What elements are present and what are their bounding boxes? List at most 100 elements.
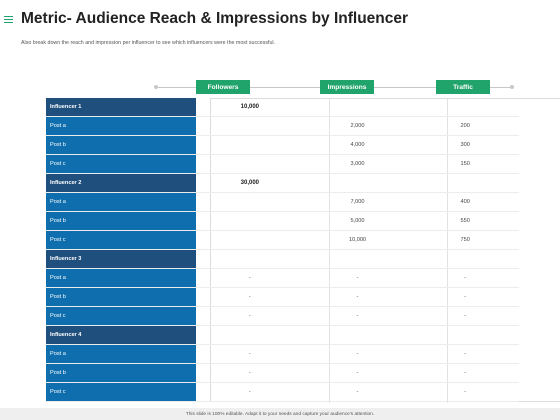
- impressions-cell: 3,000: [350, 161, 365, 167]
- followers-cell: [196, 155, 304, 173]
- impressions-cell: -: [356, 313, 359, 319]
- row-label-band: [154, 98, 196, 116]
- row-label: Influencer 3: [46, 250, 155, 268]
- influencer-group-row: Influencer 2 30,000: [46, 174, 519, 193]
- row-label-band: [154, 193, 196, 211]
- row-label-band: [154, 174, 196, 192]
- impressions-cell: 4,000: [350, 142, 365, 148]
- traffic-cell: 400: [460, 199, 470, 205]
- table-row: Post b - - -: [46, 288, 519, 307]
- followers-cell: [196, 193, 304, 211]
- row-label: Influencer 2: [46, 174, 155, 192]
- column-header-impressions: Impressions: [320, 80, 374, 94]
- row-label: Post c: [46, 231, 155, 249]
- traffic-cell: [411, 326, 519, 344]
- row-label-band: [154, 250, 196, 268]
- table-row: Post c 3,000 150: [46, 155, 519, 174]
- row-label: Post c: [46, 307, 155, 325]
- traffic-cell: 550: [460, 218, 470, 224]
- row-label-band: [154, 326, 196, 344]
- traffic-cell: -: [464, 351, 467, 357]
- row-label: Post a: [46, 193, 155, 211]
- table-row: Post c 10,000 750: [46, 231, 519, 250]
- traffic-cell: [411, 174, 519, 192]
- footer-note: This slide is 100% editable. Adapt it to…: [0, 408, 560, 420]
- connector-dot-right: [510, 85, 514, 89]
- row-label-band: [154, 383, 196, 401]
- traffic-cell: -: [464, 275, 467, 281]
- row-label: Post a: [46, 269, 155, 287]
- table-row: Post c - - -: [46, 307, 519, 326]
- impressions-cell: -: [356, 351, 359, 357]
- column-divider: [447, 99, 448, 403]
- impressions-cell: 7,000: [350, 199, 365, 205]
- row-label: Post b: [46, 364, 155, 382]
- table-row: Post a 7,000 400: [46, 193, 519, 212]
- row-label: Post c: [46, 155, 155, 173]
- row-label: Post b: [46, 288, 155, 306]
- traffic-cell: -: [464, 389, 467, 395]
- row-label-band: [154, 155, 196, 173]
- followers-cell: [196, 212, 304, 230]
- table-row: Post a - - -: [46, 345, 519, 364]
- impressions-cell: [304, 326, 412, 344]
- influencer-group-row: Influencer 3: [46, 250, 519, 269]
- followers-cell: -: [248, 370, 251, 376]
- followers-cell: [196, 117, 304, 135]
- column-divider: [329, 99, 330, 403]
- impressions-cell: [304, 98, 412, 116]
- row-label: Post b: [46, 212, 155, 230]
- traffic-cell: 300: [460, 142, 470, 148]
- followers-cell: -: [248, 294, 251, 300]
- followers-cell: [196, 231, 304, 249]
- traffic-cell: -: [464, 370, 467, 376]
- followers-cell: 30,000: [240, 180, 259, 186]
- row-label-band: [154, 364, 196, 382]
- followers-cell: -: [248, 389, 251, 395]
- row-label-band: [154, 269, 196, 287]
- row-label: Post a: [46, 345, 155, 363]
- row-label-band: [154, 136, 196, 154]
- table-row: Post b 4,000 300: [46, 136, 519, 155]
- followers-cell: [196, 326, 304, 344]
- row-label: Post c: [46, 383, 155, 401]
- impressions-cell: [304, 174, 412, 192]
- impressions-cell: 10,000: [348, 237, 367, 243]
- traffic-cell: 200: [460, 123, 470, 129]
- impressions-cell: -: [356, 275, 359, 281]
- traffic-cell: [411, 250, 519, 268]
- table-row: Post b 5,000 550: [46, 212, 519, 231]
- followers-cell: 10,000: [240, 104, 259, 110]
- influencer-group-row: Influencer 1 10,000: [46, 98, 519, 117]
- impressions-cell: -: [356, 389, 359, 395]
- influencer-group-row: Influencer 4: [46, 326, 519, 345]
- followers-cell: -: [248, 313, 251, 319]
- traffic-cell: [411, 98, 519, 116]
- column-header-traffic: Traffic: [436, 80, 490, 94]
- impressions-cell: [304, 250, 412, 268]
- impressions-cell: 2,000: [350, 123, 365, 129]
- traffic-cell: -: [464, 294, 467, 300]
- traffic-cell: 750: [460, 237, 470, 243]
- row-label: Influencer 1: [46, 98, 155, 116]
- followers-cell: [196, 250, 304, 268]
- followers-cell: -: [248, 351, 251, 357]
- row-label-band: [154, 212, 196, 230]
- impressions-cell: 5,000: [350, 218, 365, 224]
- row-label-band: [154, 307, 196, 325]
- row-label: Influencer 4: [46, 326, 155, 344]
- table-row: Post c - - -: [46, 383, 519, 402]
- row-label-band: [154, 345, 196, 363]
- page-title: Metric- Audience Reach & Impressions by …: [21, 10, 409, 27]
- traffic-cell: -: [464, 313, 467, 319]
- followers-cell: [196, 136, 304, 154]
- traffic-cell: 150: [460, 161, 470, 167]
- impressions-cell: -: [356, 294, 359, 300]
- table-row: Post a 2,000 200: [46, 117, 519, 136]
- row-label-band: [154, 231, 196, 249]
- table-row: Post a - - -: [46, 269, 519, 288]
- hamburger-icon: [4, 16, 13, 23]
- followers-cell: -: [248, 275, 251, 281]
- row-label: Post b: [46, 136, 155, 154]
- row-label-band: [154, 117, 196, 135]
